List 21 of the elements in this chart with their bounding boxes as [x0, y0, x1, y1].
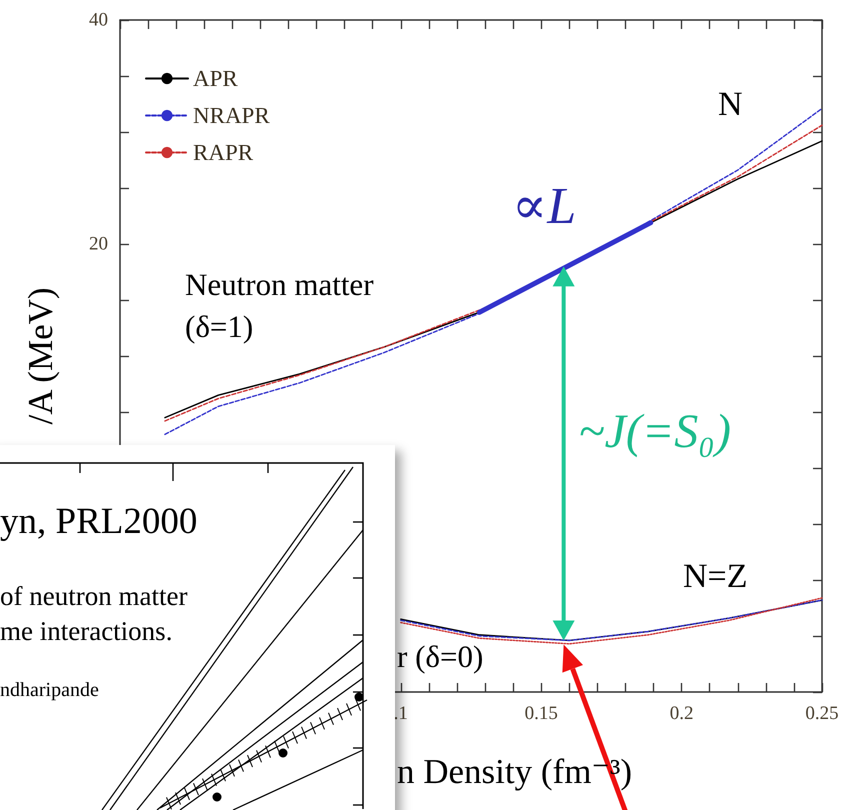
- legend-label: APR: [193, 66, 238, 91]
- annotation: ~J(=S₀): [578, 405, 731, 460]
- x-tick-label: 0.2: [670, 703, 694, 724]
- legend-label: NRAPR: [193, 103, 270, 128]
- y-tick-label: 40: [89, 10, 108, 30]
- legend-label: RAPR: [193, 140, 254, 165]
- annotation: Neutron matter: [185, 267, 374, 302]
- x-tick-label: 0.15: [524, 703, 558, 724]
- y-tick-label: 20: [89, 234, 108, 254]
- annotation: yn, PRL2000: [0, 501, 198, 543]
- annotation: N=Z: [683, 558, 748, 596]
- annotation: me interactions.: [0, 616, 172, 647]
- x-tick-label: .1: [394, 703, 408, 724]
- annotation: r (δ=0): [397, 639, 484, 674]
- annotation: N: [718, 86, 743, 124]
- annotation: (δ=1): [185, 309, 254, 344]
- text: ndharipande: [0, 679, 99, 701]
- x-tick-label: 0.25: [805, 703, 839, 724]
- annotation: of neutron matter: [0, 581, 188, 612]
- annotation: ∝L: [512, 178, 576, 236]
- y-axis-title: /A (MeV): [21, 287, 60, 425]
